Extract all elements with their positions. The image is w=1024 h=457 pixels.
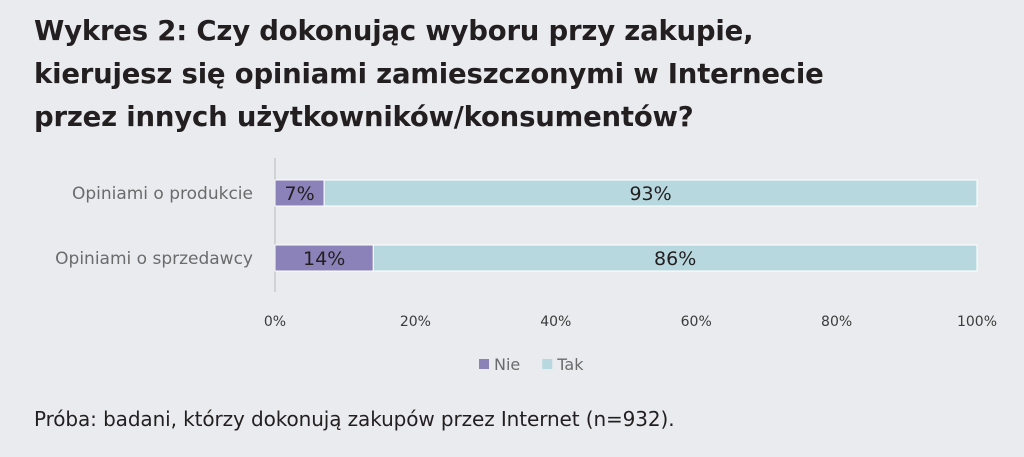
bar-segment-tak	[323, 179, 978, 207]
x-tick-label: 0%	[264, 314, 286, 330]
chart-title-line: kierujesz się opiniami zamieszczonymi w …	[34, 58, 824, 90]
bar-segment-nie	[274, 244, 374, 272]
sample-footnote: Próba: badani, którzy dokonują zakupów p…	[34, 407, 675, 431]
chart-title-line: przez innych użytkowników/konsumentów?	[34, 101, 694, 133]
data-label: 86%	[654, 248, 696, 270]
bar-segment-tak	[372, 244, 978, 272]
legend-label: Tak	[556, 355, 584, 374]
data-label: 7%	[284, 183, 314, 205]
legend-swatch-tak	[542, 359, 553, 369]
x-tick-label: 100%	[957, 314, 997, 330]
data-label: 93%	[629, 183, 671, 205]
category-label: Opiniami o sprzedawcy	[55, 249, 253, 269]
stacked-bar-chart: Opiniami o produkcie 7% 93% Opiniami o sprz…	[55, 158, 997, 374]
x-tick-label: 40%	[540, 314, 571, 330]
legend-swatch-nie	[479, 359, 489, 369]
category-label: Opiniami o produkcie	[72, 184, 253, 204]
x-tick-label: 60%	[681, 314, 712, 330]
chart-title: Wykres 2: Czy dokonując wyboru przy zaku…	[34, 10, 994, 139]
data-label: 14%	[303, 248, 345, 270]
x-tick-label: 20%	[400, 314, 431, 330]
chart-title-line: Wykres 2: Czy dokonując wyboru przy zaku…	[34, 15, 754, 47]
legend-label: Nie	[494, 355, 520, 374]
x-tick-label: 80%	[821, 314, 852, 330]
